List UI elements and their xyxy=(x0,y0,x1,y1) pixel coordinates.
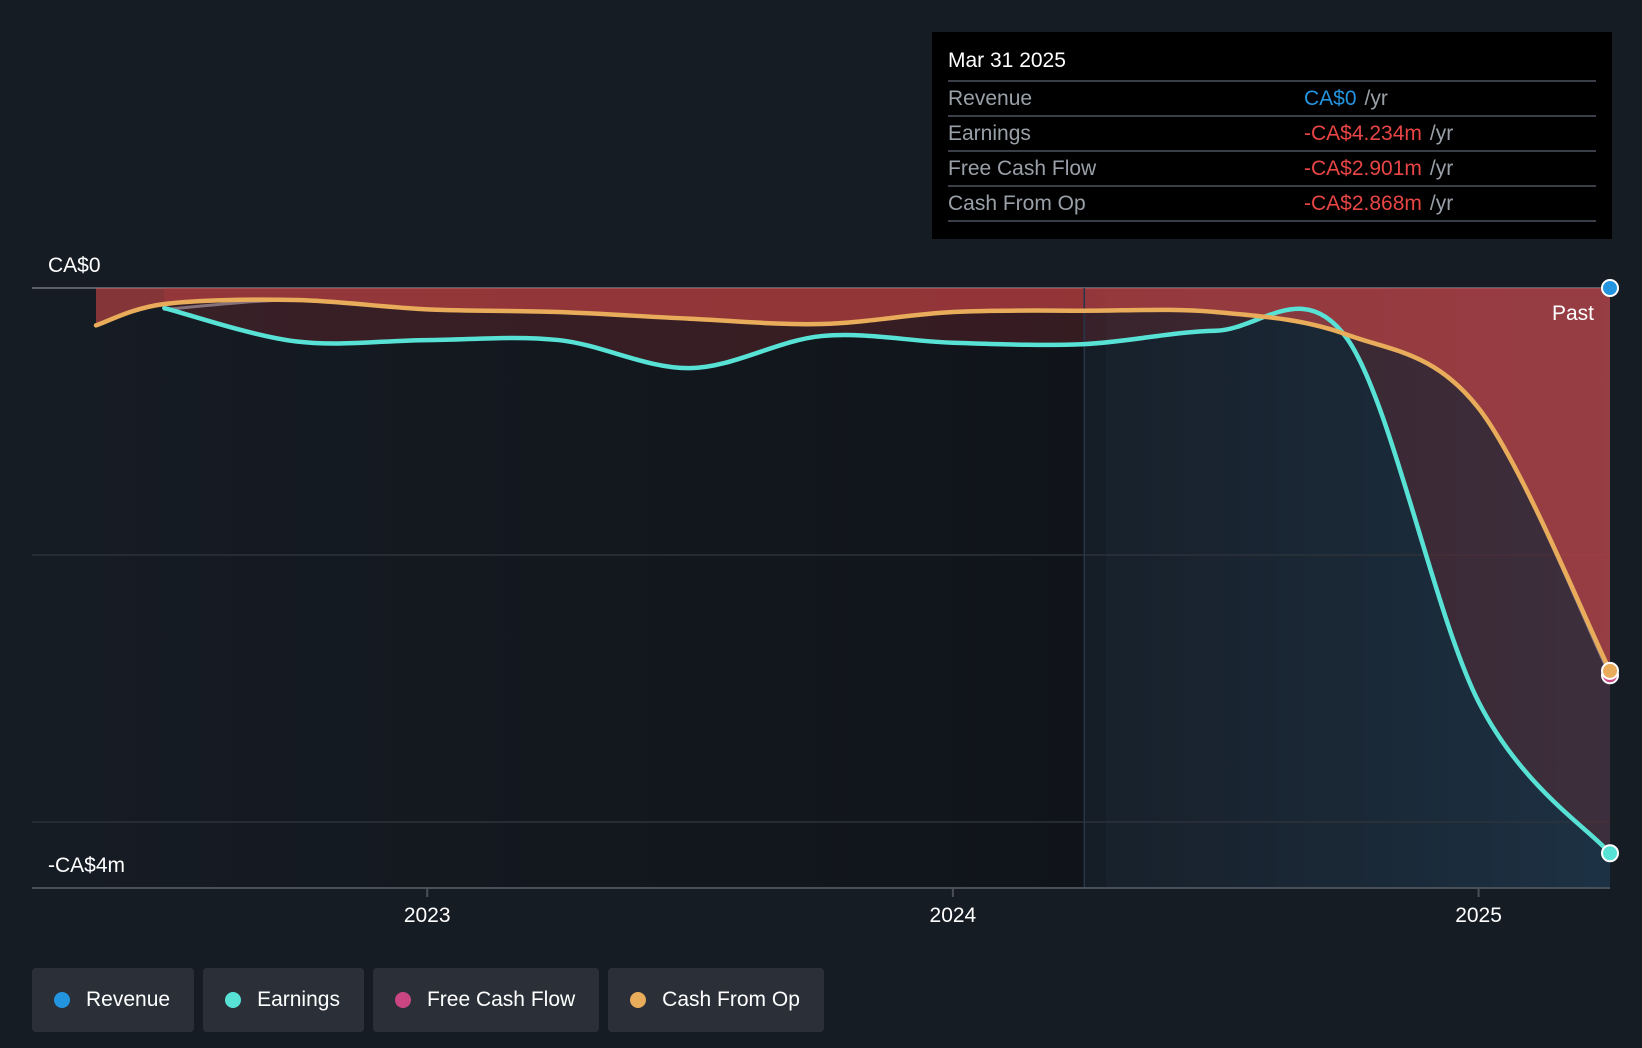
legend-label: Free Cash Flow xyxy=(426,988,576,1011)
legend-label: Earnings xyxy=(257,988,340,1011)
tooltip-value: CA$0 xyxy=(1304,86,1357,110)
legend-item-free-cash-flow[interactable]: Free Cash Flow xyxy=(372,968,600,1032)
tooltip-value: -CA$2.868m xyxy=(1304,191,1422,215)
tooltip-panel: Mar 31 2025 Revenue CA$0/yr Earnings -CA… xyxy=(932,32,1612,239)
y-tick-label: -CA$4m xyxy=(48,854,125,877)
series-line-earnings xyxy=(162,305,1613,856)
legend-dot-icon xyxy=(630,992,647,1008)
tooltip-label: Free Cash Flow xyxy=(948,156,1097,180)
plot-background xyxy=(32,288,1106,888)
legend: Revenue Earnings Free Cash Flow Cash Fro… xyxy=(32,968,824,1032)
area-cash-from-op xyxy=(96,288,1610,671)
legend-item-cash-from-op[interactable]: Cash From Op xyxy=(608,968,824,1032)
legend-dot-icon xyxy=(54,992,70,1008)
legend-label: Revenue xyxy=(86,988,171,1011)
tooltip-value: -CA$2.901m xyxy=(1304,156,1422,180)
endpoint-earnings xyxy=(1601,844,1619,863)
tooltip-row-earnings: Earnings -CA$4.234m/yr xyxy=(948,115,1596,150)
legend-dot-icon xyxy=(394,992,411,1008)
tooltip-date: Mar 31 2025 xyxy=(948,49,1066,72)
tooltip-row-free-cash-flow: Free Cash Flow -CA$2.901m/yr xyxy=(948,150,1596,185)
y-tick-label: CA$0 xyxy=(48,254,101,277)
tooltip-label: Earnings xyxy=(948,121,1031,145)
tooltip-unit: /yr xyxy=(1429,191,1454,215)
series-line-cash-from-op xyxy=(93,297,1613,674)
legend-item-earnings[interactable]: Earnings xyxy=(203,968,364,1032)
x-tick-label: 2023 xyxy=(404,904,451,927)
tooltip-label: Cash From Op xyxy=(948,191,1086,215)
endpoint-revenue xyxy=(1601,279,1619,297)
tooltip-unit: /yr xyxy=(1429,156,1454,180)
x-tick-label: 2024 xyxy=(930,904,977,927)
tooltip-value: -CA$4.234m xyxy=(1304,121,1422,145)
tooltip-unit: /yr xyxy=(1429,121,1454,145)
legend-dot-icon xyxy=(225,992,242,1008)
legend-item-revenue[interactable]: Revenue xyxy=(32,968,195,1032)
tooltip-unit: /yr xyxy=(1364,86,1388,110)
x-tick-label: 2025 xyxy=(1455,904,1502,927)
endpoint-cash-from-op xyxy=(1601,661,1619,680)
legend-label: Cash From Op xyxy=(662,988,800,1011)
tooltip-row-cash-from-op: Cash From Op -CA$2.868m/yr xyxy=(948,185,1596,222)
tooltip-label: Revenue xyxy=(948,86,1033,110)
past-label: Past xyxy=(1552,302,1594,325)
tooltip-row-revenue: Revenue CA$0/yr xyxy=(948,80,1596,115)
